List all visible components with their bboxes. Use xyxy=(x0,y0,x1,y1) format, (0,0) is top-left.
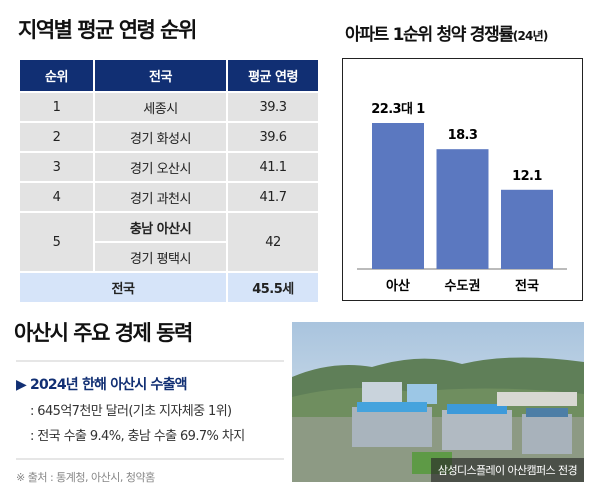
age-ranking-table: 순위 전국 평균 연령 1 세종시 39.3 2 경기 화성시 39.6 3 경기 오산시… xyxy=(18,58,320,304)
region-cell: 경기 화성시 xyxy=(93,121,228,153)
rank-cell: 5 xyxy=(18,211,95,273)
economy-line: : 645억7천만 달러(기초 지자체중 1위) xyxy=(30,404,232,419)
table-row: 1 세종시 39.3 xyxy=(18,91,320,123)
header-region: 전국 xyxy=(93,58,228,93)
age-cell: 39.3 xyxy=(226,91,320,123)
rank-cell: 3 xyxy=(18,151,95,183)
bar-수도권 xyxy=(436,149,489,269)
total-age: 45.5세 xyxy=(226,271,320,304)
bar-chart: 22.3대 1 아산 18.3 수도권 12.1 전국 xyxy=(357,102,567,294)
age-cell: 41.1 xyxy=(226,151,320,183)
economy-subtitle: ▶ 2024년 한해 아산시 수출액 xyxy=(16,377,188,393)
chart-title-suffix: (24년) xyxy=(512,29,549,43)
data-label: 12.1 xyxy=(512,169,542,184)
category-label: 아산 xyxy=(386,278,410,294)
divider xyxy=(16,458,284,460)
table-row: 4 경기 과천시 41.7 xyxy=(18,181,320,213)
campus-aerial-image xyxy=(292,322,584,482)
chart-title-text: 아파트 1순위 청약 경쟁률 xyxy=(345,25,514,45)
table-header: 순위 전국 평균 연령 xyxy=(18,58,320,93)
divider xyxy=(16,360,284,362)
region-cell-highlight: 충남 아산시 xyxy=(93,211,228,243)
total-label: 전국 xyxy=(18,271,228,304)
table-row: 경기 평택시 xyxy=(19,241,319,273)
table-row: 2 경기 화성시 39.6 xyxy=(18,121,320,153)
header-rank: 순위 xyxy=(18,58,95,93)
rank-cell: 4 xyxy=(18,181,95,213)
economy-line: : 전국 수출 9.4%, 충남 수출 69.7% 차지 xyxy=(30,429,245,444)
data-label: 22.3대 1 xyxy=(371,102,425,117)
table-row: 3 경기 오산시 41.1 xyxy=(18,151,320,183)
region-cell: 경기 평택시 xyxy=(93,241,228,273)
region-cell: 경기 오산시 xyxy=(93,151,228,183)
region-cell: 세종시 xyxy=(93,91,228,123)
age-ranking-title: 지역별 평균 연령 순위 xyxy=(18,18,197,42)
header-age: 평균 연령 xyxy=(226,58,320,93)
category-label: 전국 xyxy=(515,278,539,294)
chart-title: 아파트 1순위 청약 경쟁률(24년) xyxy=(345,20,548,45)
category-label: 수도권 xyxy=(445,279,481,294)
bar-chart-box: 22.3대 1 아산 18.3 수도권 12.1 전국 xyxy=(342,58,583,301)
age-cell: 42 xyxy=(226,211,320,273)
table-total-row: 전국 45.5세 xyxy=(18,271,320,304)
campus-photo: 삼성디스플레이 아산캠퍼스 전경 xyxy=(292,322,584,482)
economy-title: 아산시 주요 경제 동력 xyxy=(14,321,193,345)
source-note: ※ 출처 : 통계청, 아산시, 청약홈 xyxy=(16,471,155,484)
region-cell: 경기 과천시 xyxy=(93,181,228,213)
rank-cell: 1 xyxy=(18,91,95,123)
age-cell: 41.7 xyxy=(226,181,320,213)
data-label: 18.3 xyxy=(448,128,478,143)
bar-아산 xyxy=(372,123,424,269)
photo-caption: 삼성디스플레이 아산캠퍼스 전경 xyxy=(430,458,584,482)
bar-전국 xyxy=(501,189,553,269)
age-cell: 39.6 xyxy=(226,121,320,153)
table-row: 5 충남 아산시 42 xyxy=(18,211,320,273)
rank-cell: 2 xyxy=(18,121,95,153)
